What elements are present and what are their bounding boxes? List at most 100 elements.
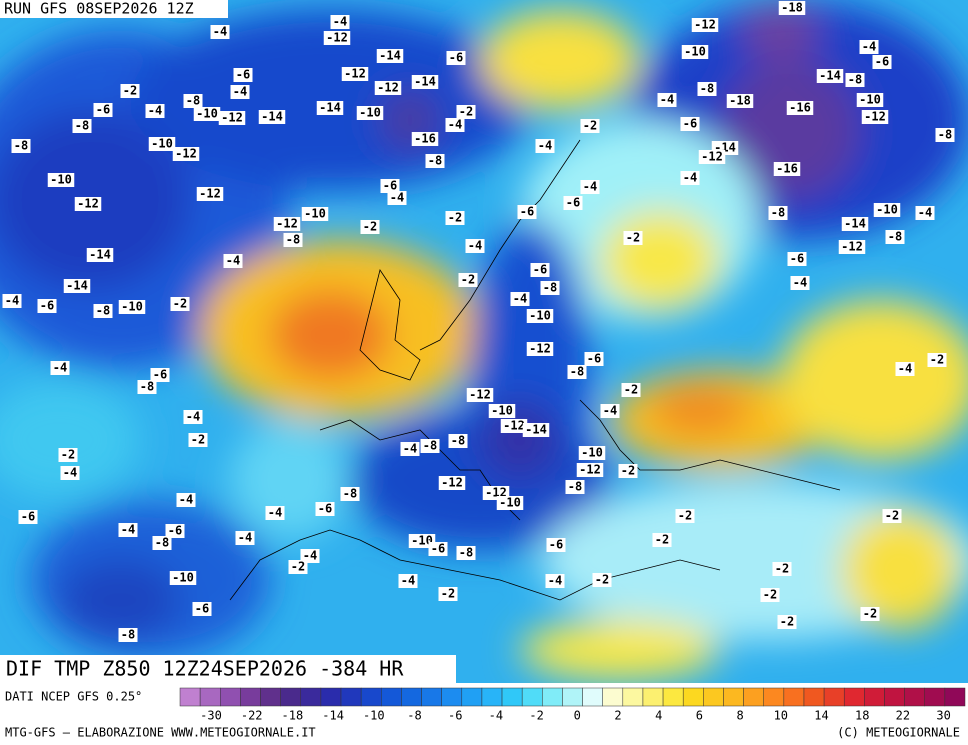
contour-value: -12 [529,342,551,356]
contour-value: -14 [525,423,547,437]
colorbar-label: -2 [529,709,543,723]
contour-value: -2 [173,297,187,311]
contour-label: -14 [86,248,114,262]
contour-value: -2 [763,588,777,602]
contour-label-bg [540,281,560,295]
contour-value: -6 [21,510,35,524]
contour-value: -2 [930,353,944,367]
contour-value: -8 [938,128,952,142]
contour-label-bg [517,205,537,219]
contour-label-bg [428,542,448,556]
contour-label: -8 [768,206,788,220]
contour-label-bg [530,263,550,277]
contour-label: -8 [152,536,172,550]
contour-value: -12 [694,18,716,32]
contour-label-bg [488,404,516,418]
contour-value: -4 [403,442,417,456]
contour-value: -6 [683,117,697,131]
contour-label: -2 [288,560,308,574]
contour-value: -4 [238,531,252,545]
contour-value: -12 [503,419,525,433]
contour-label-bg [546,538,566,552]
contour-label-bg [816,69,844,83]
contour-value: -6 [383,179,397,193]
contour-label-bg [458,273,478,287]
contour-value: -4 [213,25,227,39]
contour-label: -8 [93,304,113,318]
contour-label: -8 [425,154,445,168]
contour-label-bg [856,93,884,107]
contour-label-bg [58,448,78,462]
contour-label: -8 [137,380,157,394]
contour-value: -8 [459,546,473,560]
contour-label: -4 [210,25,230,39]
contour-value: -2 [448,211,462,225]
contour-label: -4 [265,506,285,520]
contour-label-bg [526,309,554,323]
contour-label-bg [773,162,801,176]
colorbar-swatch [381,687,402,707]
colorbar-label: 0 [574,709,581,723]
contour-label: -10 [193,107,221,121]
contour-label: -6 [584,352,604,366]
contour-value: -8 [286,233,300,247]
contour-label: -14 [841,217,869,231]
contour-value: -4 [390,191,404,205]
contour-label: -14 [816,69,844,83]
contour-value: -6 [153,368,167,382]
contour-value: -4 [683,171,697,185]
contour-label-bg [465,239,485,253]
contour-label: -12 [691,18,719,32]
contour-value: -12 [701,150,723,164]
colorbar-swatch [320,687,342,707]
contour-value: -8 [343,487,357,501]
contour-label: -2 [777,615,797,629]
contour-value: -14 [319,101,341,115]
contour-label-bg [859,40,879,54]
contour-value: -10 [876,203,898,217]
contour-value: -10 [172,571,194,585]
colorbar-swatch [401,687,422,707]
contour-label-bg [772,562,792,576]
colorbar-label: 14 [814,709,828,723]
contour-label: -6 [165,524,185,538]
contour-label-bg [301,207,329,221]
contour-value: -4 [548,574,562,588]
contour-value: -6 [96,103,110,117]
contour-value: -4 [862,40,876,54]
colorbar-label: 6 [696,709,703,723]
contour-label: -2 [592,573,612,587]
contour-value: -8 [121,628,135,642]
contour-value: -14 [66,279,88,293]
contour-value: -12 [344,67,366,81]
contour-label-bg [526,342,554,356]
contour-value: -6 [520,205,534,219]
contour-label: -12 [466,388,494,402]
contour-value: -4 [148,104,162,118]
contour-label-bg [150,368,170,382]
contour-label-bg [438,476,466,490]
contour-value: -6 [449,51,463,65]
contour-value: -8 [14,139,28,153]
contour-label: -6 [563,196,583,210]
contour-label: -4 [387,191,407,205]
contour-label: -8 [845,73,865,87]
contour-value: -12 [469,388,491,402]
contour-label-bg [11,139,31,153]
contour-value: -2 [61,448,75,462]
contour-label-bg [445,211,465,225]
contour-value: -12 [221,111,243,125]
contour-label-bg [697,82,717,96]
contour-label: -4 [118,523,138,537]
contour-label-bg [374,81,402,95]
contour-label-bg [841,217,869,231]
source-label: DATI NCEP GFS 0.25° [5,690,142,704]
contour-label-bg [456,105,476,119]
contour-value: -8 [140,380,154,394]
contour-label: -2 [580,119,600,133]
colorbar-label: 8 [736,709,743,723]
contour-value: -10 [359,106,381,120]
contour-value: -2 [441,587,455,601]
contour-label: -4 [330,15,350,29]
contour-value: -2 [775,562,789,576]
